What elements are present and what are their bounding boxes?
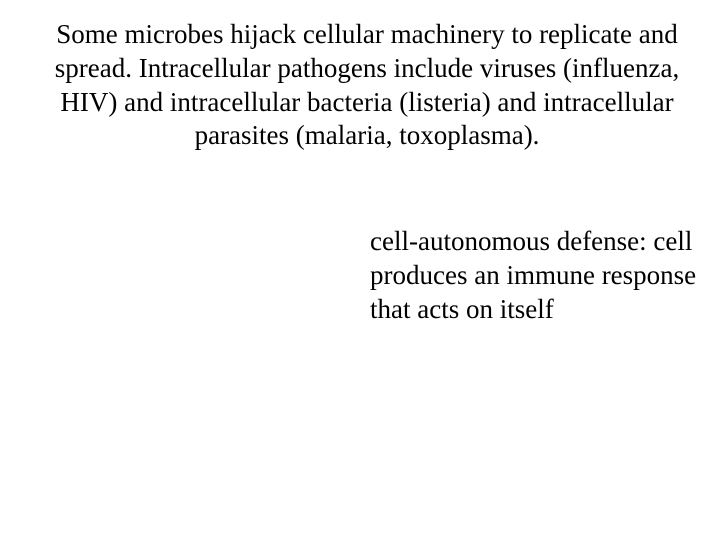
main-paragraph: Some microbes hijack cellular machinery … <box>24 18 710 153</box>
sub-paragraph: cell-autonomous defense: cell produces a… <box>370 225 700 326</box>
